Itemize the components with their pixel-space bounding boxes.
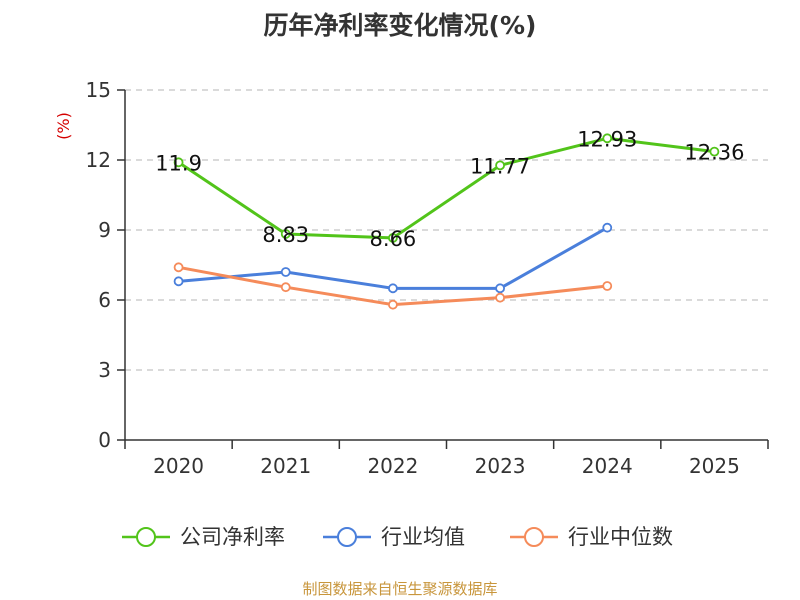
y-axis-unit-label: (%) bbox=[54, 112, 73, 140]
legend-item-0[interactable]: 公司净利率 bbox=[122, 525, 285, 549]
legend-marker bbox=[524, 527, 544, 547]
legend-marker bbox=[337, 527, 357, 547]
data-point bbox=[388, 233, 398, 243]
series-line-0 bbox=[177, 136, 715, 240]
data-point bbox=[280, 267, 291, 277]
x-tick-label: 2023 bbox=[475, 454, 526, 478]
data-point bbox=[602, 222, 613, 233]
data-point bbox=[173, 157, 184, 168]
data-point bbox=[495, 292, 505, 303]
y-tick-label: 0 bbox=[98, 428, 111, 452]
legend-marker bbox=[136, 527, 156, 547]
axes: 0 3 6 9 12 15 2020 2021 2022 2023 2024 2025 bbox=[86, 78, 769, 478]
data-label: 12.93 bbox=[577, 127, 637, 151]
data-point bbox=[495, 283, 505, 294]
data-point bbox=[280, 282, 291, 293]
data-label: 11.77 bbox=[470, 154, 530, 178]
series-lines bbox=[173, 133, 720, 310]
data-label: 8.66 bbox=[370, 227, 417, 251]
legend-label: 行业中位数 bbox=[568, 525, 673, 549]
y-tick-label: 9 bbox=[98, 218, 111, 242]
data-point bbox=[173, 276, 184, 287]
data-point bbox=[280, 229, 291, 239]
x-tick-label: 2025 bbox=[689, 454, 740, 478]
gridlines bbox=[125, 89, 768, 371]
chart-title: 历年净利率变化情况(%) bbox=[264, 11, 537, 40]
legend-item-1[interactable]: 行业均值 bbox=[323, 525, 465, 549]
data-point bbox=[602, 133, 613, 144]
data-label: 8.83 bbox=[262, 223, 309, 247]
legend-label: 行业均值 bbox=[381, 525, 465, 549]
y-tick-label: 15 bbox=[86, 78, 111, 102]
y-tick-label: 3 bbox=[98, 358, 111, 382]
x-tick-label: 2021 bbox=[260, 454, 311, 478]
legend-item-2[interactable]: 行业中位数 bbox=[510, 525, 673, 549]
x-tick-label: 2022 bbox=[367, 454, 418, 478]
data-point bbox=[388, 283, 398, 294]
x-tick-label: 2020 bbox=[153, 454, 204, 478]
data-label: 12.36 bbox=[684, 141, 744, 165]
source-note: 制图数据来自恒生聚源数据库 bbox=[302, 580, 497, 598]
y-tick-label: 6 bbox=[98, 288, 111, 312]
legend[interactable]: 公司净利率 行业均值 行业中位数 bbox=[122, 525, 673, 549]
legend-label: 公司净利率 bbox=[180, 525, 285, 549]
data-point bbox=[495, 160, 505, 171]
data-point bbox=[709, 146, 720, 157]
y-tick-label: 12 bbox=[86, 148, 111, 172]
data-point bbox=[602, 281, 613, 291]
data-labels: 11.9 8.83 8.66 11.77 12.93 12.36 bbox=[155, 127, 744, 251]
data-point bbox=[173, 262, 184, 273]
data-label: 11.9 bbox=[155, 151, 202, 175]
x-tick-label: 2024 bbox=[582, 454, 633, 478]
data-point bbox=[388, 299, 398, 310]
